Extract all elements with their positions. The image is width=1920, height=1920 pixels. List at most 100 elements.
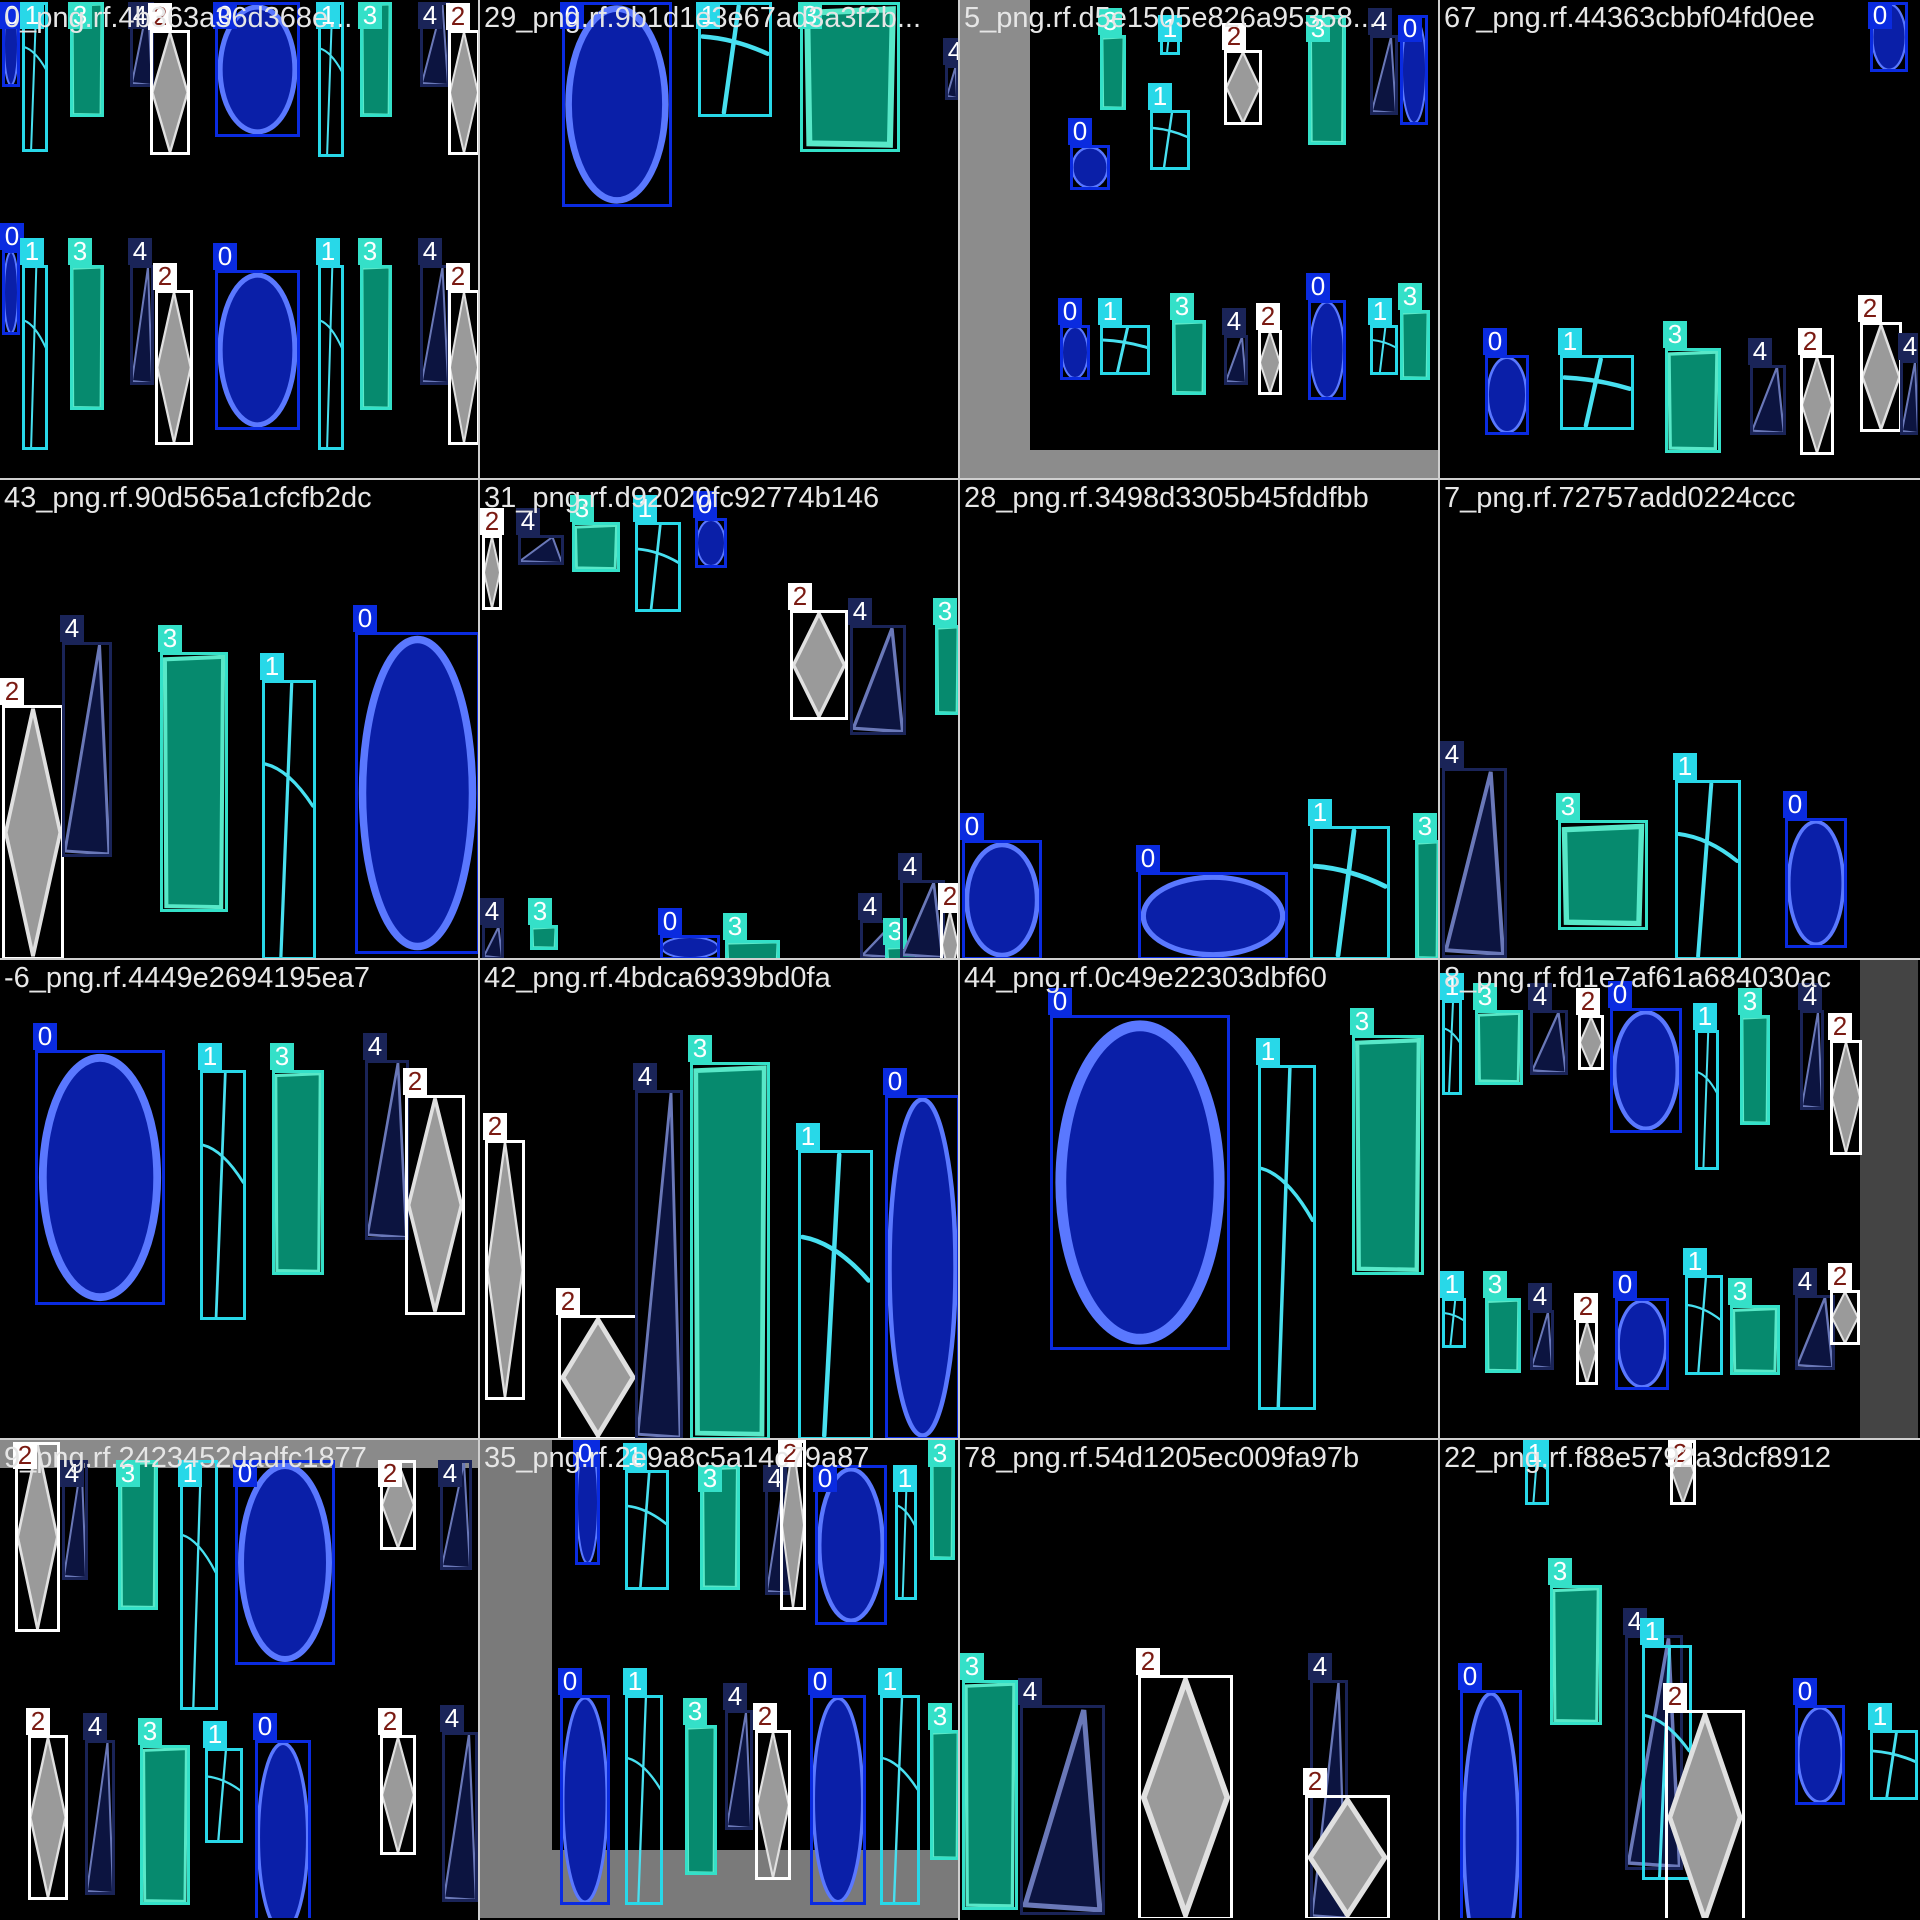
bounding-box — [562, 2, 672, 207]
bounding-box — [262, 680, 316, 958]
class-label-tag: 0 — [1458, 1663, 1482, 1690]
class-label-tag: 0 — [560, 2, 584, 29]
class-label-tag: 1 — [1868, 1703, 1892, 1730]
bounding-box — [725, 940, 780, 958]
class-label-tag: 1 — [203, 1721, 227, 1748]
class-label-tag: 4 — [1368, 8, 1392, 35]
bounding-box — [635, 1090, 683, 1438]
class-label-tag: 3 — [138, 1718, 162, 1745]
detection-class-3: 3 — [928, 1703, 958, 1860]
mosaic-tile: -6_png.rf.4449e2694195ea7 0 1 3 4 2 — [0, 960, 478, 1438]
bounding-box — [200, 1070, 246, 1320]
class-label-tag: 4 — [438, 1460, 462, 1487]
class-label-tag: 4 — [480, 898, 504, 925]
cross-shape — [1676, 781, 1740, 958]
class-label-tag: 2 — [1828, 1013, 1852, 1040]
bounding-box — [1830, 1040, 1862, 1155]
detection-class-0: 0 — [1398, 15, 1428, 125]
diamond-shape — [940, 911, 958, 958]
bounding-box — [1730, 1305, 1780, 1375]
detection-class-2: 2 — [1256, 303, 1282, 395]
tile-filename: 5_png.rf.d5e1505e826a95358... — [964, 2, 1377, 34]
class-label-tag: 0 — [813, 1465, 837, 1492]
bounding-box — [150, 30, 190, 155]
detection-class-1: 1 — [623, 1443, 669, 1590]
tile-filename: 8_png.rf.fd1e7af61a684030ac — [1444, 962, 1832, 994]
bounding-box — [2, 705, 64, 958]
bounding-box — [690, 1062, 770, 1438]
bounding-box — [1070, 145, 1110, 190]
bounding-box — [1750, 365, 1786, 435]
bounding-box — [1615, 1298, 1669, 1390]
detection-class-1: 1 — [316, 238, 344, 450]
class-label-tag: 1 — [20, 238, 44, 265]
class-label-tag: 0 — [233, 1460, 257, 1487]
detection-class-3: 3 — [1350, 1008, 1424, 1275]
class-label-tag: 4 — [1898, 333, 1918, 360]
bounding-box — [360, 265, 392, 410]
class-label-tag: 2 — [778, 1440, 802, 1467]
bounding-box — [885, 1095, 958, 1438]
bounding-box — [1442, 1298, 1466, 1348]
class-label-tag: 0 — [253, 1713, 277, 1740]
detection-class-4: 4 — [440, 1705, 478, 1902]
bounding-box — [1415, 840, 1438, 958]
detection-class-1: 1 — [1440, 1271, 1466, 1348]
class-label-tag: 1 — [696, 2, 720, 29]
detection-class-0: 0 — [253, 1713, 311, 1918]
cross-shape — [201, 1071, 245, 1319]
triangle-shape — [442, 1733, 477, 1901]
bounding-box — [448, 30, 478, 155]
detection-class-4: 4 — [1440, 741, 1507, 958]
bounding-box — [945, 65, 958, 100]
tile-filename: 28_png.rf.3498d3305b45fddfbb — [964, 482, 1369, 514]
class-label-tag: 1 — [1148, 83, 1172, 110]
bounding-box — [660, 935, 720, 958]
oval-shape — [887, 1097, 958, 1438]
cross-shape — [636, 523, 680, 611]
bounding-box — [255, 1740, 311, 1918]
detection-class-0: 0 — [1483, 328, 1529, 435]
bounding-box — [22, 265, 48, 450]
class-label-tag: 2 — [1256, 303, 1280, 330]
class-label-tag: 3 — [1350, 1008, 1374, 1035]
bounding-box — [1138, 872, 1288, 958]
class-label-tag: 1 — [623, 1443, 647, 1470]
padding-region — [1860, 960, 1918, 1438]
detection-class-3: 3 — [798, 2, 900, 152]
bounding-box — [318, 265, 344, 450]
bounding-box — [1830, 1290, 1860, 1345]
bounding-box — [1900, 360, 1918, 435]
class-label-tag: 1 — [1440, 1271, 1464, 1298]
bounding-box — [1442, 768, 1507, 958]
class-label-tag: 4 — [418, 238, 442, 265]
detection-class-2: 2 — [483, 1113, 525, 1400]
detection-class-2: 2 — [26, 1708, 68, 1900]
bounding-box — [558, 1315, 638, 1438]
oval-shape — [964, 842, 1040, 958]
bounding-box — [485, 1140, 525, 1400]
class-label-tag: 3 — [1728, 1278, 1752, 1305]
rect-shape — [964, 1682, 1016, 1908]
oval-shape — [217, 272, 298, 428]
bounding-box — [1370, 35, 1398, 115]
detection-class-0: 0 — [658, 908, 720, 958]
rect-shape — [1476, 1011, 1522, 1084]
bounding-box — [1305, 1795, 1390, 1918]
detection-class-4: 4 — [83, 1713, 115, 1895]
rect-shape — [1552, 1587, 1600, 1723]
class-label-tag: 1 — [796, 1123, 820, 1150]
bounding-box — [560, 1695, 610, 1905]
cross-shape — [1696, 1031, 1718, 1169]
detection-class-3: 3 — [1663, 321, 1721, 453]
class-label-tag: 0 — [693, 491, 717, 518]
detection-class-0: 0 — [1068, 118, 1110, 190]
mosaic-tile: 5_png.rf.d5e1505e826a95358... 3 1 2 0 1 3 4 0 0 1 3… — [960, 0, 1438, 478]
class-label-tag: 0 — [353, 605, 377, 632]
detection-class-3: 3 — [1548, 1558, 1602, 1725]
bounding-box — [810, 1695, 866, 1905]
class-label-tag: 2 — [403, 1068, 427, 1095]
bounding-box — [205, 1748, 243, 1843]
class-label-tag: 1 — [20, 2, 44, 29]
